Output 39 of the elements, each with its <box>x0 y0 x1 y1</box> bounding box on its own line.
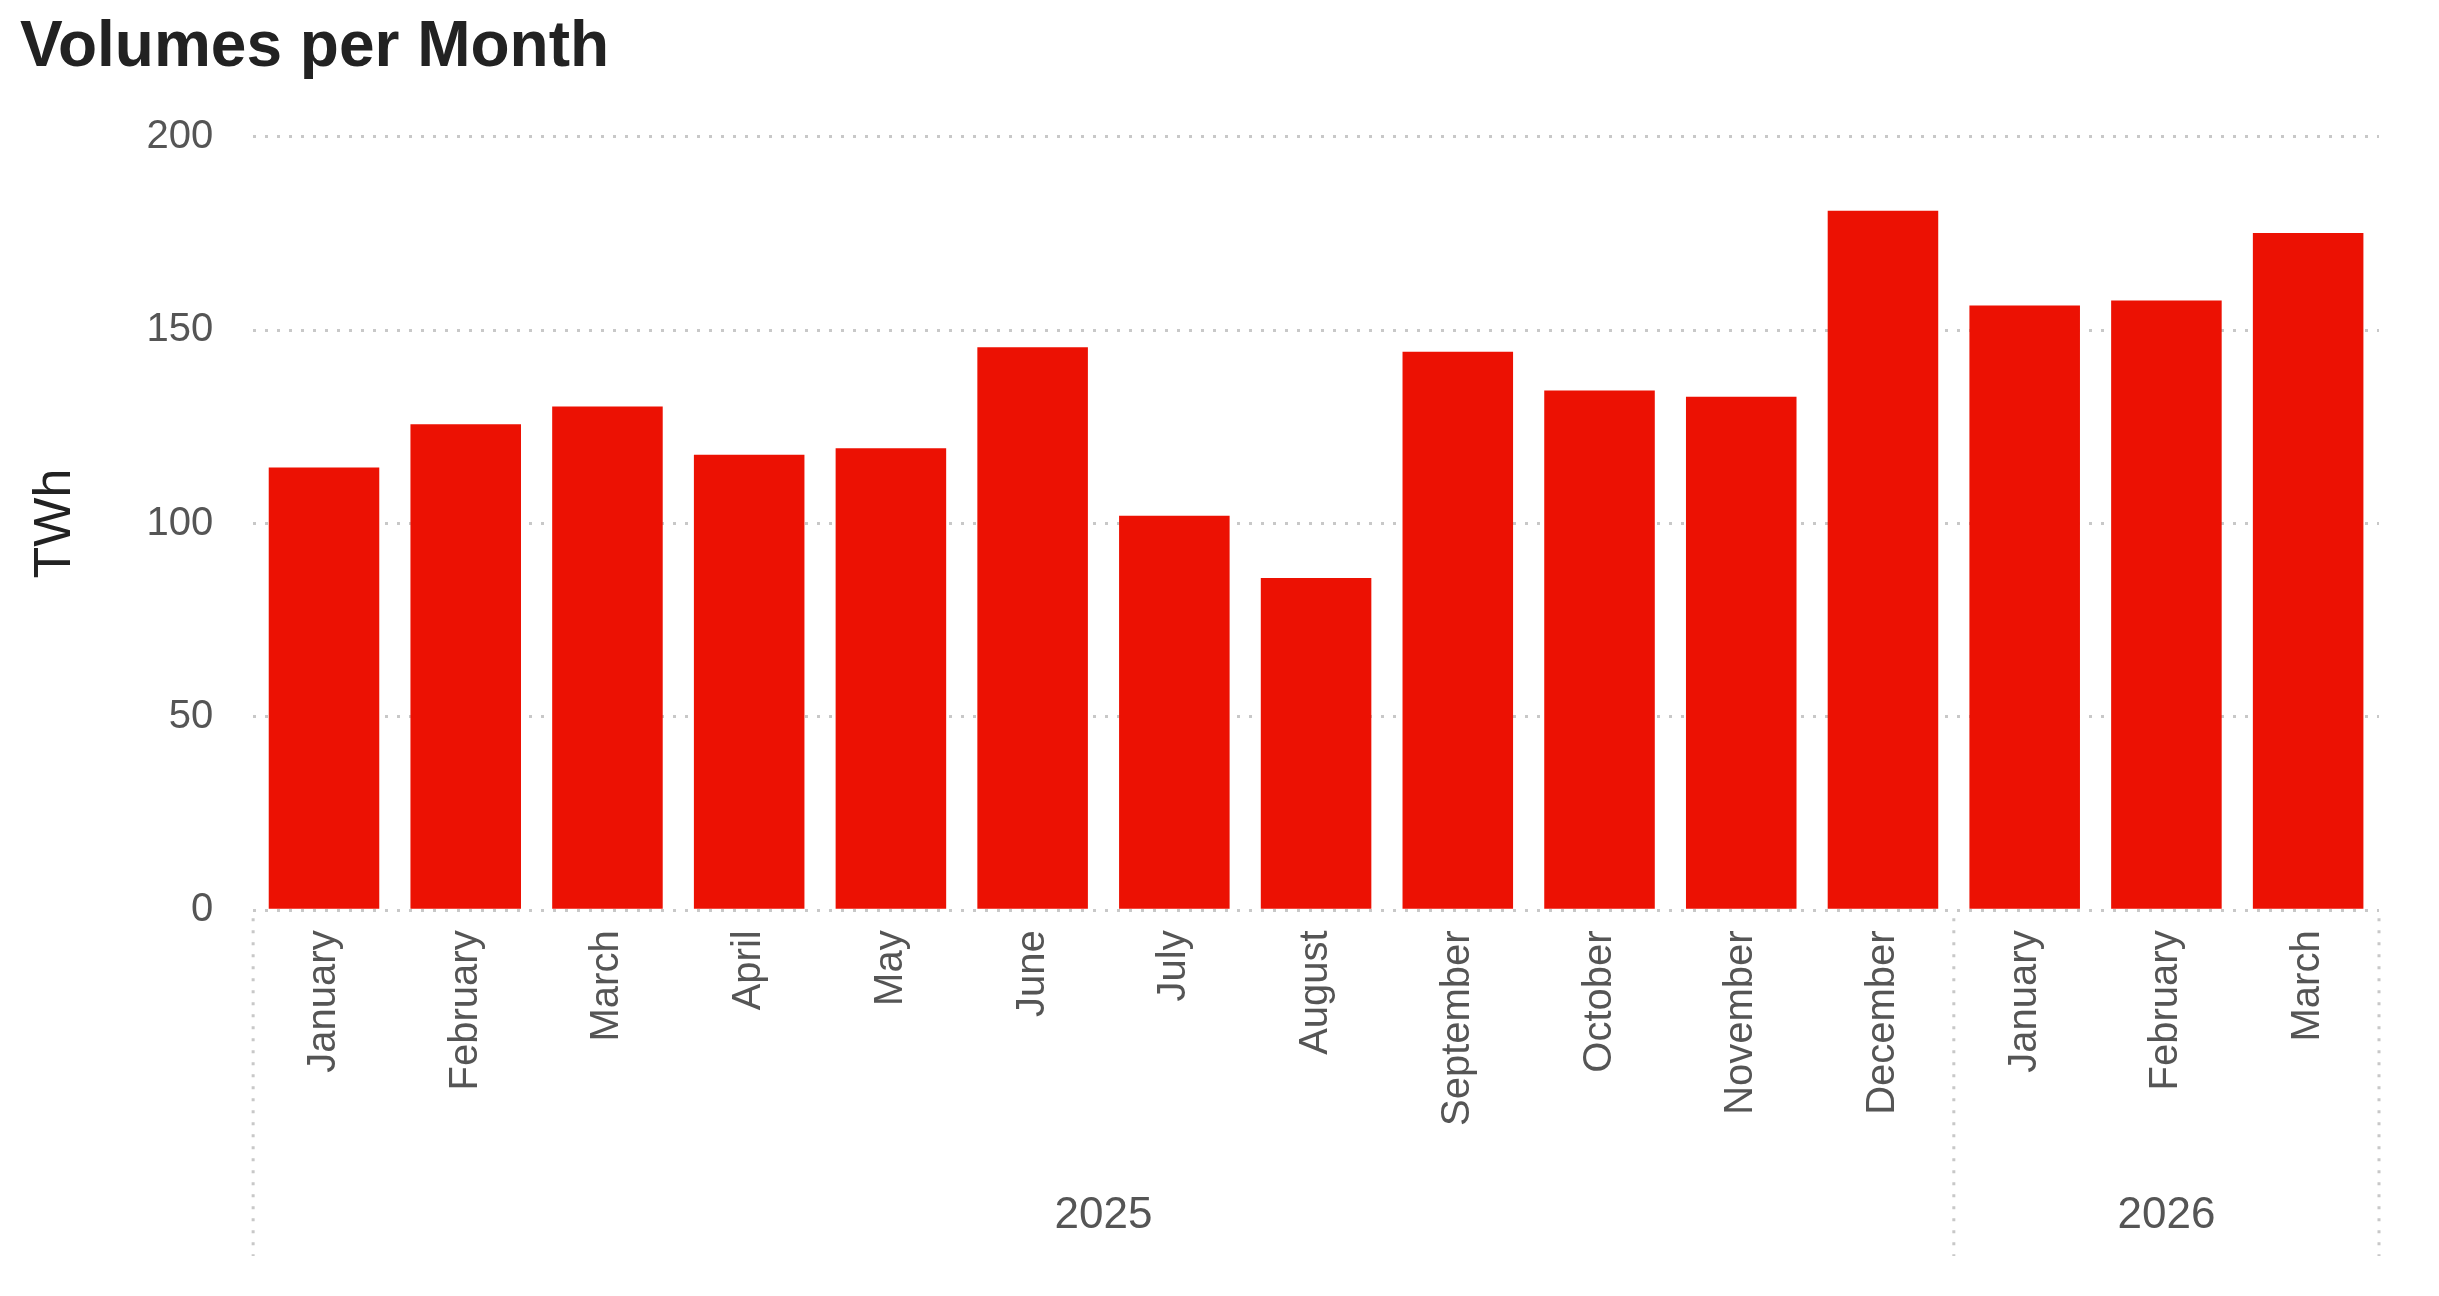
chart-title: Volumes per Month <box>20 8 610 81</box>
bar <box>1402 351 1514 909</box>
bar <box>693 454 805 909</box>
bar <box>1827 210 1939 909</box>
bar <box>552 406 663 909</box>
bar <box>2252 233 2364 909</box>
y-tick-label: 100 <box>146 498 214 543</box>
bar <box>410 424 521 909</box>
bar <box>835 448 947 909</box>
text: 2025 <box>1054 1188 1153 1238</box>
x-tick-label: October <box>1574 930 1619 1073</box>
y-tick-label: 0 <box>190 885 214 930</box>
x-tick-label: January <box>1999 930 2044 1073</box>
text: 2026 <box>2117 1188 2216 1238</box>
x-tick-label: December <box>1858 930 1902 1115</box>
x-tick-label: September <box>1432 930 1477 1127</box>
x-tick-label: February <box>440 930 485 1091</box>
x-tick-label: November <box>1716 930 1761 1115</box>
bar <box>1969 305 2080 909</box>
x-tick-label: February <box>2141 930 2186 1091</box>
bar <box>977 347 1088 909</box>
y-axis-title: TWh <box>22 468 81 579</box>
y-tick-label: 150 <box>146 305 214 350</box>
x-tick-label: April <box>724 930 769 1011</box>
x-tick-label: June <box>1007 930 1052 1018</box>
bar <box>268 467 380 909</box>
x-tick-label: March <box>2283 930 2328 1042</box>
x-tick-label: March <box>582 930 627 1042</box>
bar <box>1119 515 1230 909</box>
x-tick-label: January <box>299 930 344 1073</box>
bar <box>1260 578 1372 909</box>
x-tick-label: July <box>1149 930 1194 1002</box>
bar <box>1544 390 1655 909</box>
bar <box>1685 396 1797 909</box>
y-tick-label: 200 <box>146 111 214 156</box>
y-tick-label: 50 <box>168 691 214 736</box>
x-tick-label: August <box>1291 930 1336 1055</box>
bar <box>2111 300 2222 909</box>
x-tick-label: May <box>865 930 910 1006</box>
